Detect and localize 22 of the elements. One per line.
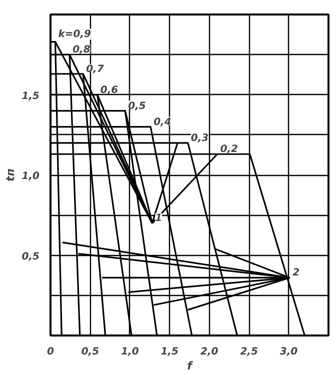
annotation: 0,3: [190, 132, 209, 144]
x-tick-label: 3,0: [280, 346, 298, 358]
annotation: 0,8: [72, 44, 90, 56]
annotation: 1: [155, 213, 162, 224]
y-tick-label: 1,5: [22, 90, 40, 102]
x-tick-label: 0: [47, 346, 54, 358]
x-tick-label: 1,5: [160, 346, 179, 358]
annotation: k=0,9: [58, 28, 92, 40]
y-tick-label: 0,5: [22, 251, 40, 262]
annotation: 2: [292, 268, 300, 279]
annotation: 0,5: [128, 100, 146, 112]
annotation: 0,6: [100, 84, 118, 96]
y-axis-title: tп: [4, 168, 17, 182]
annotation: 0,4: [154, 116, 172, 128]
x-tick-label: 2,5: [240, 346, 258, 358]
x-tick-label: 0,5: [81, 346, 100, 358]
annotation: 0,7: [86, 64, 104, 75]
annotation: 0,2: [220, 144, 238, 156]
x-tick-label: 2,0: [200, 346, 218, 358]
y-tick-label: 1,0: [22, 171, 40, 182]
x-tick-label: 1,0: [121, 346, 139, 358]
x-axis-title: f: [187, 360, 194, 372]
